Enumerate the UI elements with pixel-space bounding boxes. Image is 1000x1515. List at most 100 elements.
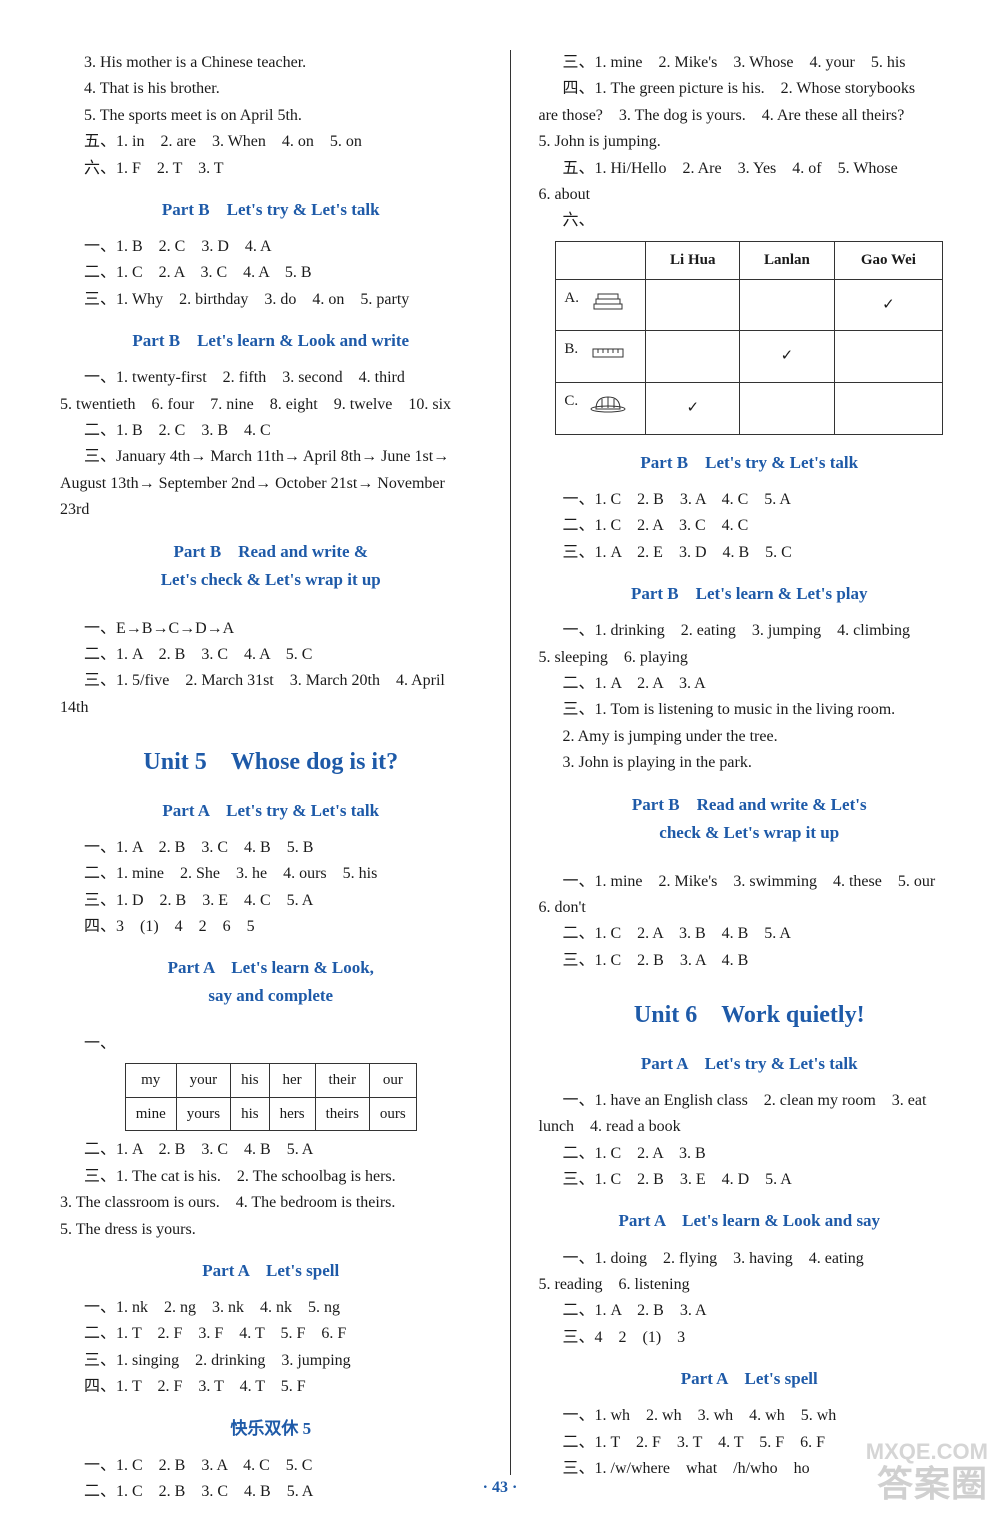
table-cell: mine [125, 1097, 176, 1131]
table-cell: his [231, 1063, 270, 1097]
text-line: 3. The classroom is ours. 4. The bedroom… [60, 1190, 482, 1216]
text-line: 三、4 2 (1) 3 [539, 1325, 961, 1351]
text-line: 一、1. drinking 2. eating 3. jumping 4. cl… [539, 618, 961, 644]
table-cell [740, 279, 834, 331]
section-title: Part A Let's learn & Look, [60, 954, 482, 982]
text-line: 三、1. D 2. B 3. E 4. C 5. A [60, 888, 482, 914]
table-cell: ours [369, 1097, 416, 1131]
text-line: 一、1. doing 2. flying 3. having 4. eating [539, 1246, 961, 1272]
text-line: 一、1. C 2. B 3. A 4. C 5. A [539, 487, 961, 513]
text-line: 5. The dress is yours. [60, 1217, 482, 1243]
table-cell [646, 279, 740, 331]
text-line: 三、1. C 2. B 3. A 4. B [539, 948, 961, 974]
text-line: 二、1. A 2. B 3. A [539, 1298, 961, 1324]
text-line: 二、1. B 2. C 3. B 4. C [60, 418, 482, 444]
section-title: Part A Let's spell [60, 1257, 482, 1285]
table-row: A. ✓ [556, 279, 943, 331]
books-icon [588, 286, 628, 316]
table-row: mine yours his hers theirs ours [125, 1097, 416, 1131]
unit-title: Unit 5 Whose dog is it? [60, 743, 482, 783]
section-title: Part B Let's learn & Let's play [539, 580, 961, 608]
text-line: 23rd [60, 497, 482, 523]
text-line: 二、1. C 2. A 3. B 4. B 5. A [539, 921, 961, 947]
text-line: 五、1. in 2. are 3. When 4. on 5. on [60, 129, 482, 155]
text-line: 二、1. A 2. B 3. C 4. A 5. C [60, 642, 482, 668]
table-row: B. ✓ [556, 331, 943, 383]
text-line: 二、1. C 2. A 3. B [539, 1141, 961, 1167]
table-row: my your his her their our [125, 1063, 416, 1097]
table-cell [834, 383, 942, 435]
text-line: 三、1. Tom is listening to music in the li… [539, 697, 961, 723]
table-cell: A. [556, 279, 646, 331]
text-line: 三、1. 5/five 2. March 31st 3. March 20th … [60, 668, 482, 694]
text-line: 三、1. mine 2. Mike's 3. Whose 4. your 5. … [539, 50, 961, 76]
section-title: Part B Let's try & Let's talk [60, 196, 482, 224]
section-title: Part A Let's learn & Look and say [539, 1207, 961, 1235]
text-line: 四、1. T 2. F 3. T 4. T 5. F [60, 1374, 482, 1400]
check-table: Li Hua Lanlan Gao Wei A. ✓ B. ✓ [555, 241, 943, 435]
text-line: 二、1. A 2. A 3. A [539, 671, 961, 697]
table-cell: my [125, 1063, 176, 1097]
text-line: 一、E→B→C→D→A [60, 616, 482, 642]
text-line: lunch 4. read a book [539, 1114, 961, 1140]
text-line: 一、1. A 2. B 3. C 4. B 5. B [60, 835, 482, 861]
pronoun-table: my your his her their our mine yours his… [125, 1063, 417, 1132]
text-line: 2. Amy is jumping under the tree. [539, 724, 961, 750]
table-cell: B. [556, 331, 646, 383]
table-cell: hers [269, 1097, 315, 1131]
cap-icon [588, 389, 628, 419]
page-number: · 43 · [483, 1479, 518, 1497]
section-title: Part B Read and write & Let's [539, 791, 961, 819]
text-line: 三、1. Why 2. birthday 3. do 4. on 5. part… [60, 287, 482, 313]
section-title: Part A Let's try & Let's talk [60, 797, 482, 825]
text-line: August 13th→ September 2nd→ October 21st… [60, 471, 482, 497]
ruler-icon [588, 337, 628, 367]
text-line: 六、1. F 2. T 3. T [60, 156, 482, 182]
section-title: say and complete [60, 982, 482, 1010]
table-header [556, 241, 646, 279]
text-line: 4. That is his brother. [60, 76, 482, 102]
text-line: 5. reading 6. listening [539, 1272, 961, 1298]
table-header: Lanlan [740, 241, 834, 279]
text-line: 6. don't [539, 895, 961, 921]
text-line: are those? 3. The dog is yours. 4. Are t… [539, 103, 961, 129]
section-title: Part A Let's spell [539, 1365, 961, 1393]
text-line: 6. about [539, 182, 961, 208]
text-line: 3. John is playing in the park. [539, 750, 961, 776]
right-column: 三、1. mine 2. Mike's 3. Whose 4. your 5. … [519, 50, 961, 1475]
text-line: 三、1. A 2. E 3. D 4. B 5. C [539, 540, 961, 566]
table-cell [834, 331, 942, 383]
row-label: C. [564, 389, 578, 414]
table-cell: ✓ [834, 279, 942, 331]
table-cell: ✓ [740, 331, 834, 383]
table-cell [740, 383, 834, 435]
text-line: 五、1. Hi/Hello 2. Are 3. Yes 4. of 5. Who… [539, 156, 961, 182]
text-line: 三、1. C 2. B 3. E 4. D 5. A [539, 1167, 961, 1193]
text-line: 四、3 (1) 4 2 6 5 [60, 914, 482, 940]
text-line: 一、1. have an English class 2. clean my r… [539, 1088, 961, 1114]
section-title: Part B Let's learn & Look and write [60, 327, 482, 355]
text-line: 三、January 4th→ March 11th→ April 8th→ Ju… [60, 444, 482, 470]
section-title: 快乐双休 5 [60, 1415, 482, 1443]
table-cell: their [315, 1063, 369, 1097]
text-line: 三、1. singing 2. drinking 3. jumping [60, 1348, 482, 1374]
text-line: 14th [60, 695, 482, 721]
text-line: 二、1. C 2. B 3. C 4. B 5. A [60, 1479, 482, 1505]
table-header: Gao Wei [834, 241, 942, 279]
table-cell: our [369, 1063, 416, 1097]
text-line: 一、1. wh 2. wh 3. wh 4. wh 5. wh [539, 1403, 961, 1429]
table-header: Li Hua [646, 241, 740, 279]
text-line: 一、1. C 2. B 3. A 4. C 5. C [60, 1453, 482, 1479]
watermark-small: MXQE.COM [866, 1439, 988, 1465]
column-divider [510, 50, 511, 1475]
left-column: 3. His mother is a Chinese teacher. 4. T… [60, 50, 502, 1475]
text-line: 六、 [539, 208, 961, 234]
text-line: 四、1. The green picture is his. 2. Whose … [539, 76, 961, 102]
table-cell: yours [176, 1097, 230, 1131]
table-cell: C. [556, 383, 646, 435]
text-line: 一、1. twenty-first 2. fifth 3. second 4. … [60, 365, 482, 391]
text-line: 二、1. C 2. A 3. C 4. C [539, 513, 961, 539]
text-line: 一、1. mine 2. Mike's 3. swimming 4. these… [539, 869, 961, 895]
section-title: Part A Let's try & Let's talk [539, 1050, 961, 1078]
text-line: 二、1. C 2. A 3. C 4. A 5. B [60, 260, 482, 286]
